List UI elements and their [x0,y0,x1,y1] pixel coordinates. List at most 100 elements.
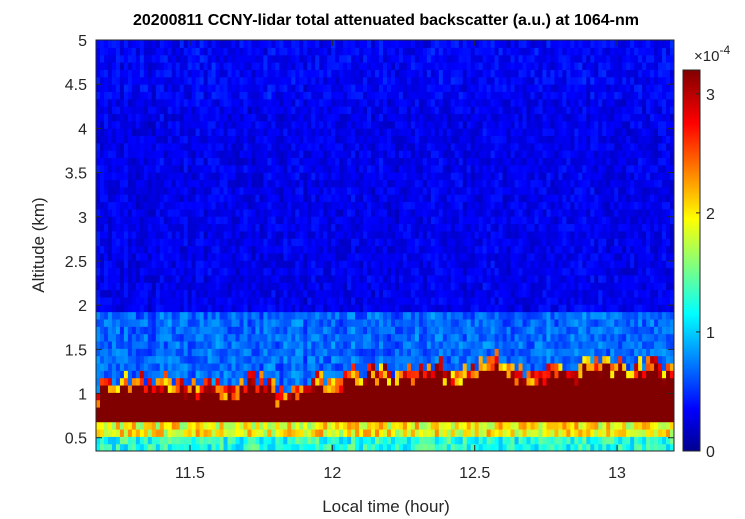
heatmap-cell [243,377,249,386]
heatmap-cell [139,223,145,232]
heatmap-cell [96,326,101,335]
heatmap-cell [331,216,336,225]
heatmap-cell [390,47,396,56]
heatmap-cell [111,179,117,188]
heatmap-cell [410,428,416,437]
heatmap-cell [227,318,233,327]
heatmap-cell [390,267,396,276]
heatmap-cell [295,135,300,144]
heatmap-cell [103,84,109,92]
heatmap-cell [123,40,129,48]
heatmap-cell [187,106,193,114]
heatmap-cell [319,142,324,151]
heatmap-cell [394,296,400,305]
heatmap-cell [235,120,241,129]
heatmap-cell [295,311,300,320]
heatmap-cell [227,384,233,393]
heatmap-cell [167,340,173,349]
heatmap-cell [139,194,145,203]
heatmap-cell [442,69,448,78]
heatmap-cell [414,406,420,415]
heatmap-cell [279,436,284,445]
heatmap-cell [343,274,348,283]
heatmap-cell [96,91,101,100]
heatmap-cell [107,179,113,188]
heatmap-cell [402,157,408,166]
heatmap-cell [179,392,185,401]
heatmap-cell [127,377,133,386]
heatmap-cell [203,157,209,166]
heatmap-cell [339,384,344,393]
heatmap-cell [343,326,348,335]
heatmap-cell [123,274,129,283]
heatmap-cell [390,135,396,144]
heatmap-cell [287,128,292,137]
heatmap-cell [147,340,153,349]
heatmap-cell [386,289,392,298]
heatmap-cell [331,399,336,408]
heatmap-cell [347,164,352,173]
heatmap-cell [151,54,157,63]
heatmap-cell [251,282,257,291]
heatmap-cell [259,340,265,349]
heatmap-cell [359,201,364,210]
heatmap-cell [127,208,133,217]
heatmap-cell [251,62,257,70]
heatmap-cell [203,172,209,181]
heatmap-cell [335,304,340,313]
heatmap-cell [167,223,173,232]
heatmap-cell [99,296,105,305]
heatmap-cell [414,164,420,173]
heatmap-cell [159,260,165,269]
heatmap-cell [406,296,412,305]
heatmap-cell [103,384,109,393]
heatmap-cell [422,238,428,247]
heatmap-cell [315,362,320,371]
heatmap-cell [211,157,217,166]
heatmap-cell [107,333,113,342]
heatmap-cell [215,304,221,313]
heatmap-cell [327,260,332,269]
heatmap-cell [422,69,428,78]
heatmap-cell [155,267,161,276]
heatmap-cell [422,260,428,269]
heatmap-cell [394,384,400,393]
heatmap-cell [239,40,245,48]
heatmap-cell [96,135,101,144]
heatmap-cell [331,179,336,188]
heatmap-cell [347,230,352,239]
heatmap-cell [259,142,265,151]
heatmap-cell [379,370,384,379]
heatmap-cell [247,47,253,56]
heatmap-cell [127,252,133,261]
heatmap-cell [355,157,360,166]
heatmap-cell [311,62,316,70]
heatmap-cell [446,443,452,451]
heatmap-cell [175,47,181,56]
heatmap-cell [119,135,125,144]
heatmap-cell [247,120,253,129]
heatmap-cell [103,135,109,144]
heatmap-cell [287,135,292,144]
heatmap-cell [319,348,324,357]
heatmap-cell [438,208,444,217]
heatmap-cell [191,296,197,305]
heatmap-cell [96,157,101,166]
heatmap-cell [371,172,376,181]
heatmap-cell [255,201,261,210]
heatmap-cell [422,245,428,254]
heatmap-cell [171,377,177,386]
heatmap-cell [223,421,229,430]
heatmap-cell [259,194,265,203]
heatmap-cell [319,186,324,195]
heatmap-cell [147,106,153,114]
heatmap-cell [267,377,272,386]
heatmap-cell [267,40,272,48]
heatmap-cell [155,186,161,195]
heatmap-cell [383,69,388,78]
heatmap-cell [107,201,113,210]
heatmap-cell [406,135,412,144]
heatmap-cell [215,414,221,423]
heatmap-cell [311,120,316,129]
heatmap-cell [163,172,169,181]
